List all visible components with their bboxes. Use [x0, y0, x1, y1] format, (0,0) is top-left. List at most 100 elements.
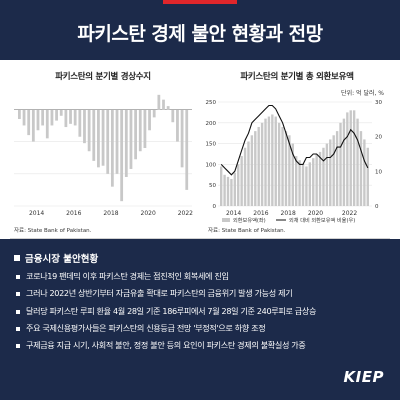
- y-left-tick-label: 0: [213, 204, 217, 210]
- top-stripe: [0, 0, 400, 4]
- chart-panel-current-account: 파키스탄의 분기별 경상수지 2014 2016 2018 2020 2022: [10, 60, 196, 238]
- top-stripe-accent: [163, 0, 237, 4]
- bar: [366, 147, 369, 206]
- bar: [129, 109, 133, 169]
- square-bullet-icon: [16, 344, 20, 349]
- bullet-item: 구제금융 지급 시기, 사회적 불안, 정정 불안 등의 요인이 파키스탄 경제…: [14, 340, 386, 351]
- x-tick-label: 2022: [178, 210, 193, 217]
- x-tick-label: 2020: [308, 210, 323, 217]
- chart-source: 자료: State Bank of Pakistan.: [208, 228, 286, 234]
- bar: [120, 109, 124, 202]
- bar: [277, 122, 281, 206]
- page-title: 파키스탄 경제 불안 현황과 전망: [77, 22, 323, 45]
- bar: [31, 109, 35, 142]
- y-left-tick-label: 100: [206, 162, 217, 168]
- chart-title: 파키스탄의 분기별 경상수지: [55, 72, 151, 82]
- bar: [27, 109, 31, 136]
- y-left-tick-label: 50: [209, 183, 216, 189]
- y-right-tick-label: 20: [375, 135, 382, 141]
- bar: [281, 126, 284, 206]
- bar: [257, 126, 260, 206]
- bar: [115, 109, 119, 174]
- x-tick-label: 2016: [253, 210, 268, 217]
- bar: [274, 116, 277, 206]
- bullet-item: 그러나 2022년 상반기부터 자금유출 확대로 파키스탄의 금융위기 발생 가…: [14, 288, 386, 299]
- bar: [312, 158, 315, 206]
- reserves-chart: 단위: 억 달러, % 0 50 100 150 200 250 0 10 20 30 2014 201…: [206, 89, 385, 224]
- bar: [346, 112, 349, 206]
- bar: [22, 109, 26, 126]
- bar: [97, 109, 100, 168]
- bar: [284, 131, 288, 206]
- bar: [318, 151, 322, 206]
- bar: [18, 109, 21, 119]
- bar: [152, 109, 156, 118]
- bullet-item: 달러당 파키스탄 루피 환율 4월 28일 기준 186루피에서 7월 28일 …: [14, 306, 386, 317]
- bullet-text: 그러나 2022년 상반기부터 자금유출 확대로 파키스탄의 금융위기 발생 가…: [26, 288, 293, 299]
- bar: [45, 109, 49, 139]
- bar: [134, 109, 138, 160]
- bar: [87, 109, 91, 152]
- bar: [36, 109, 40, 131]
- bullet-text: 달러당 파키스탄 루피 환율 4월 28일 기준 186루피에서 7월 28일 …: [26, 305, 317, 316]
- square-bullet-icon: [16, 275, 20, 279]
- bar: [143, 109, 147, 148]
- chart-panel-reserves: 파키스탄의 분기별 총 외환보유액 단위: 억 달러, % 0 50 100 150 20…: [204, 60, 390, 238]
- bar: [226, 176, 230, 206]
- bar: [339, 122, 342, 206]
- bar: [260, 122, 264, 206]
- bar: [271, 114, 274, 206]
- chart-source: 자료: State Bank of Pakistan.: [14, 228, 92, 234]
- x-tick-label: 2020: [141, 210, 156, 217]
- bar: [237, 164, 240, 206]
- y-right-tick-label: 10: [375, 169, 382, 175]
- x-tick-label: 2022: [342, 210, 357, 217]
- bar: [83, 109, 86, 144]
- bar: [308, 162, 312, 206]
- square-bullet-icon: [16, 309, 20, 314]
- bar: [230, 178, 233, 206]
- bar: [64, 109, 68, 128]
- y-right-tick-label: 30: [375, 100, 382, 106]
- bar: [220, 166, 223, 206]
- current-account-chart: 2014 2016 2018 2020 2022: [14, 94, 193, 217]
- square-bullet-icon: [16, 292, 20, 297]
- x-tick-label: 2014: [226, 210, 241, 217]
- bar: [243, 147, 247, 206]
- square-bullet-icon: [14, 255, 20, 261]
- bar: [342, 118, 346, 206]
- bar: [180, 109, 184, 168]
- kiep-logo: KIEP: [343, 368, 384, 386]
- summary-section: 금융시장 불안현황 코로나19 팬데믹 이후 파키스탄 경제는 점진적인 회복세…: [0, 239, 400, 400]
- bar: [78, 109, 82, 137]
- bar: [110, 109, 114, 187]
- bar: [240, 156, 243, 206]
- bar: [325, 143, 329, 206]
- bar: [41, 109, 45, 126]
- x-tick-label: 2016: [66, 210, 81, 217]
- divider: [10, 238, 390, 239]
- bullet-text: 주요 국제신용평가사들은 파키스탄의 신용등급 전망 '부정적'으로 하향 조정: [26, 322, 266, 333]
- bar: [59, 109, 63, 116]
- x-tick-label: 2018: [281, 210, 296, 217]
- bar: [301, 164, 305, 206]
- bar: [352, 110, 356, 206]
- bar: [356, 118, 359, 206]
- y-left-tick-label: 250: [206, 100, 217, 106]
- bar: [267, 116, 271, 206]
- bullet-item: 주요 국제신용평가사들은 파키스탄의 신용등급 전망 '부정적'으로 하향 조정: [14, 323, 386, 334]
- bar: [157, 94, 161, 110]
- bar: [315, 154, 318, 206]
- bar: [55, 109, 58, 121]
- y-right-tick-label: 0: [375, 204, 379, 210]
- bar: [233, 172, 237, 206]
- bar: [162, 99, 165, 110]
- bullet-text: 코로나19 팬데믹 이후 파키스탄 경제는 점진적인 회복세에 진입: [26, 271, 229, 281]
- bar: [295, 156, 298, 206]
- bar: [349, 110, 352, 206]
- bar: [176, 109, 179, 142]
- bar: [359, 131, 363, 206]
- bar: [322, 147, 325, 206]
- y-left-tick-label: 150: [206, 142, 217, 148]
- bar: [332, 135, 335, 206]
